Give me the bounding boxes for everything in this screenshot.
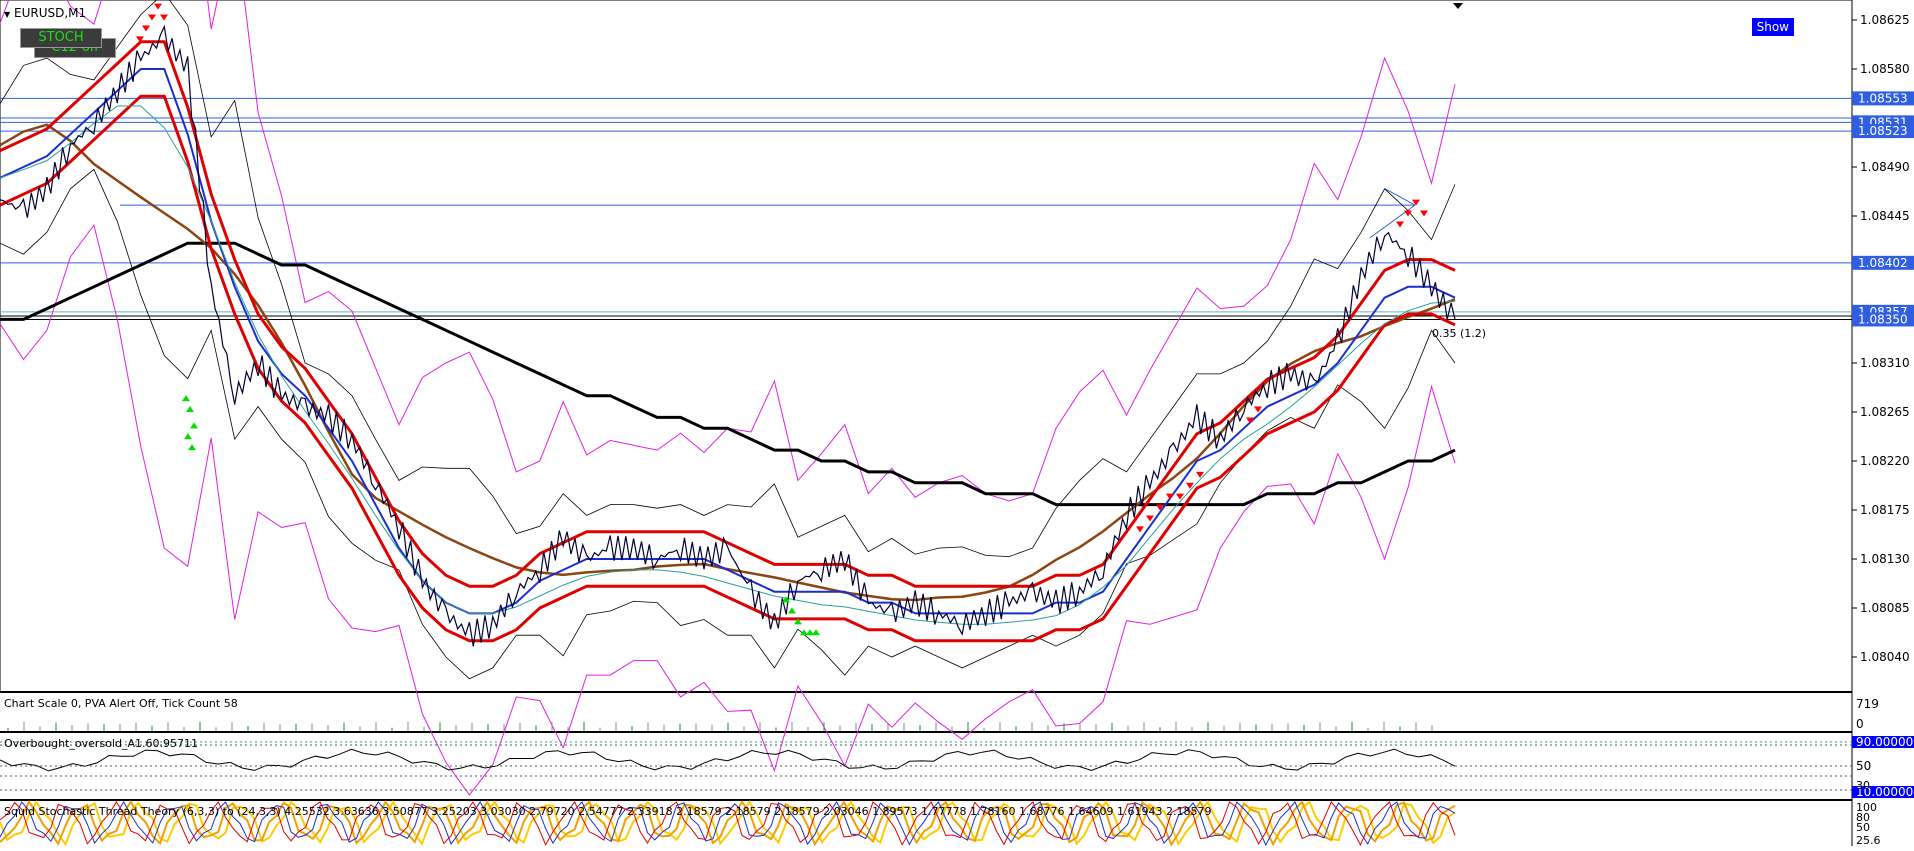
sell-arrow-icon (1146, 515, 1154, 522)
sell-arrow-icon (1420, 210, 1428, 217)
stoch-tick-25-6: 25.6 (1856, 834, 1881, 846)
stoch-tick-50: 50 (1856, 821, 1870, 834)
measure-annotation: 0.35 (1.2) (1432, 327, 1486, 340)
symbol-header: ▼ EURUSD,M1 (4, 6, 86, 20)
oscillator-line (0, 748, 1456, 772)
y-axis-tick-label: 1.08310 (1860, 356, 1910, 370)
chart-shift-marker[interactable] (1453, 3, 1463, 9)
stoch-thread-line (0, 800, 1456, 847)
overbought-label: 90.00000 (1856, 735, 1913, 749)
price-label-box (1852, 91, 1914, 106)
magenta-lower-band (0, 223, 1456, 796)
price-label: 1.08553 (1858, 91, 1908, 105)
sell-arrow-icon (1156, 504, 1164, 511)
sell-arrow-icon (1186, 482, 1194, 489)
sell-arrow-icon (142, 25, 150, 32)
sell-arrow-icon (136, 36, 144, 43)
overbought-label-box (1852, 736, 1914, 748)
price-label: 1.08350 (1858, 312, 1908, 326)
sell-arrow-icon (1412, 199, 1420, 206)
stoch-tick-100: 100 (1856, 801, 1877, 814)
buy-arrow-icon (186, 406, 194, 412)
sell-arrow-icon (1246, 417, 1254, 424)
volume-tick-max: 719 (1856, 697, 1879, 711)
dropdown-arrow-icon[interactable]: ▼ (4, 10, 11, 19)
y-axis-tick-label: 1.08085 (1860, 601, 1910, 615)
buy-arrow-icon (182, 395, 190, 402)
teal-moving-average (0, 105, 1456, 625)
buy-arrow-icon (782, 596, 790, 603)
main-price-panel (0, 0, 1853, 693)
stoch-thread-line (0, 801, 1456, 847)
show-button[interactable]: Show (1751, 18, 1794, 36)
buy-arrow-icon (794, 618, 802, 625)
price-label: 1.08402 (1858, 256, 1908, 270)
buy-arrow-icon (800, 629, 808, 636)
symbol-label: EURUSD,M1 (13, 6, 87, 20)
sell-arrow-icon (1254, 406, 1262, 413)
y-axis-tick-label: 1.08580 (1860, 62, 1910, 76)
buy-arrow-icon (190, 422, 198, 429)
y-axis-tick-label: 1.08445 (1860, 209, 1910, 223)
sell-arrow-icon (148, 14, 156, 21)
sell-arrow-icon (1166, 493, 1174, 500)
stoch-panel-title: Squid Stochastic Thread Theory (6,3,3) t… (4, 805, 1211, 818)
buy-arrow-icon (788, 607, 796, 614)
stoch-button[interactable]: STOCH (20, 28, 102, 48)
y-axis-tick-label: 1.08625 (1860, 13, 1910, 27)
buy-arrow-icon (812, 629, 820, 636)
volume-panel-info: Chart Scale 0, PVA Alert Off, Tick Count… (4, 697, 238, 710)
trend-arrow-line[interactable] (1384, 188, 1416, 206)
sell-arrow-icon (1196, 471, 1204, 478)
oscillator-tick-30: 30 (1856, 779, 1870, 792)
buy-arrow-icon (184, 433, 192, 440)
sell-arrow-icon (1396, 221, 1404, 228)
y-axis-tick-label: 1.08265 (1860, 405, 1910, 419)
stoch-tick-80: 80 (1856, 811, 1870, 824)
buy-arrow-icon (188, 444, 196, 451)
y-axis-tick-label: 1.08040 (1860, 650, 1910, 664)
sell-arrow-icon (1404, 210, 1412, 217)
price-label-box (1852, 312, 1914, 327)
oscillator-tick-50: 50 (1856, 759, 1871, 773)
y-axis-tick-label: 1.08490 (1860, 160, 1910, 174)
sell-arrow-icon (1176, 493, 1184, 500)
sell-arrow-icon (1136, 526, 1144, 533)
sell-arrow-icon (160, 14, 168, 21)
buy-arrow-icon (806, 629, 814, 636)
red-lower-channel (0, 94, 1456, 643)
sell-arrow-icon (154, 3, 162, 10)
blue-moving-average (0, 68, 1456, 615)
black-upper-envelope (0, 0, 1456, 558)
stoch-thread-line (0, 800, 1456, 847)
price-line (0, 24, 1456, 647)
red-upper-channel (0, 40, 1456, 588)
oversold-label: 10.00000 (1856, 785, 1913, 799)
oversold-label-box (1852, 786, 1914, 798)
y-axis-tick-label: 1.08220 (1860, 454, 1910, 468)
y-axis-tick-label: 1.08130 (1860, 552, 1910, 566)
oscillator-title: Overbought_oversold_A1.60.95711 (4, 737, 198, 750)
y-axis-tick-label: 1.08175 (1860, 503, 1910, 517)
volume-tick-zero: 0 (1856, 717, 1864, 731)
slow-moving-average (0, 241, 1456, 507)
black-lower-envelope (0, 168, 1456, 680)
stoch-thread-line (0, 801, 1456, 847)
price-label-box (1852, 255, 1914, 270)
price-label-box (1852, 124, 1914, 139)
price-label: 1.08523 (1858, 124, 1908, 138)
